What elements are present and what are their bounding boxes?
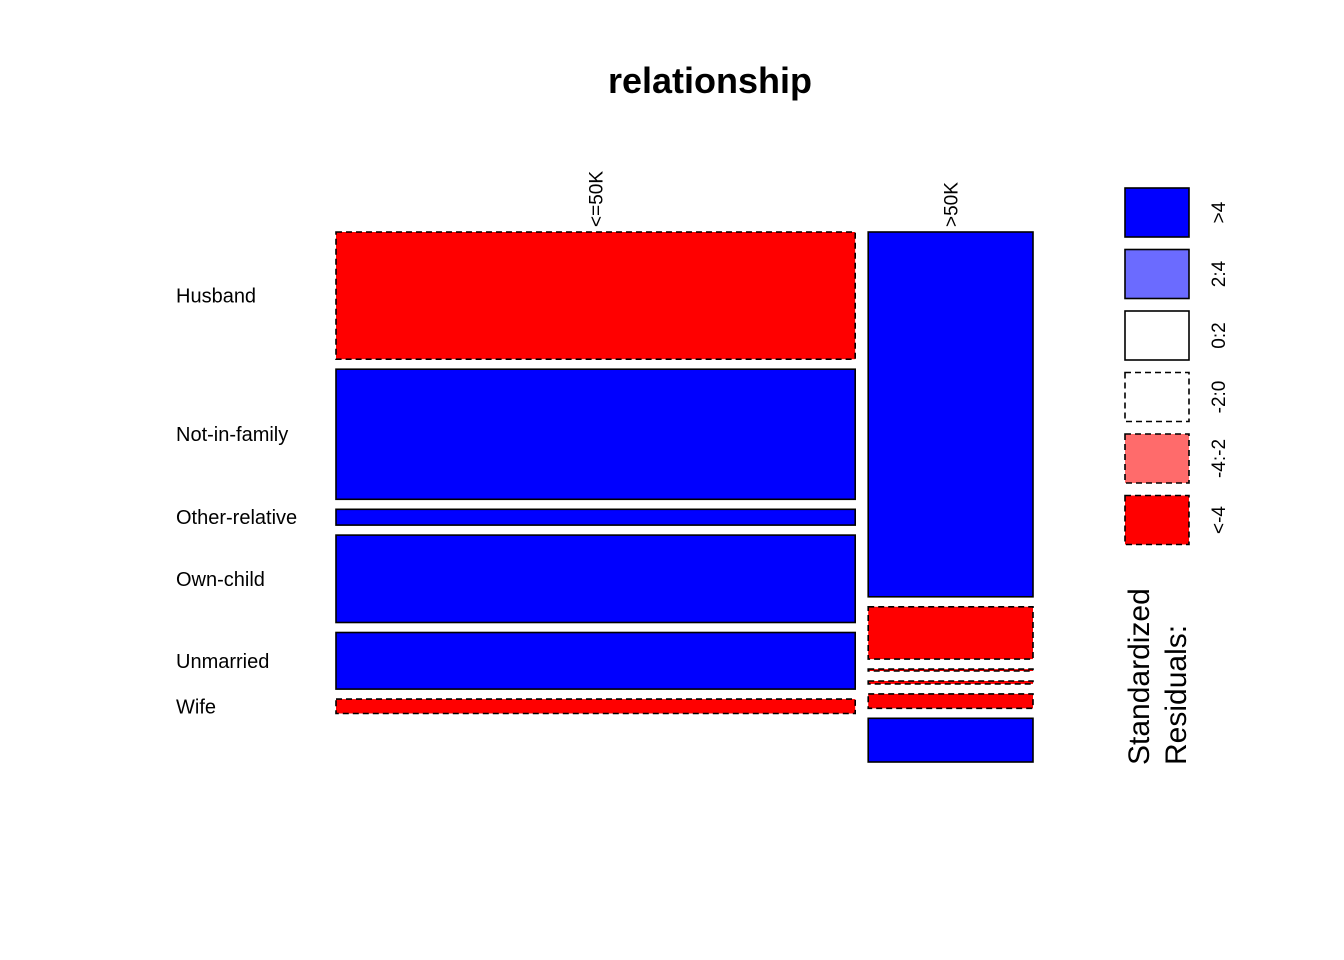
tile-50k-not-in-family [335, 368, 857, 501]
chart-title: relationship [608, 60, 812, 101]
row-label-wife: Wife [176, 696, 216, 718]
legend-label-3: 0:2 [1209, 322, 1230, 348]
column-labels: <=50K >50K [587, 171, 963, 227]
row-label-own-child: Own-child [176, 569, 265, 591]
tile-50k-wife [867, 717, 1034, 763]
row-label-not-in-family: Not-in-family [176, 424, 288, 446]
legend-swatch-4 [1124, 371, 1190, 423]
column-label-50k: >50K [942, 182, 963, 227]
tile-50k-unmarried [867, 693, 1034, 710]
tile-50k-not-in-family [867, 605, 1034, 660]
legend-label-1: >4 [1209, 201, 1230, 223]
legend: >4 2:4 0:2 -2:0 -4:-2 <-4 [1124, 187, 1230, 546]
legend-swatch-3 [1124, 310, 1190, 361]
legend-title-line-1: Standardized [1123, 588, 1156, 765]
legend-label-4: -2:0 [1209, 381, 1230, 414]
column-label-50k: <=50K [587, 171, 608, 227]
row-label-husband: Husband [176, 286, 256, 308]
tile-50k-husband [335, 231, 857, 360]
tile-50k-husband [867, 231, 1034, 598]
tile-50k-own-child [335, 534, 857, 624]
mosaic-tiles [335, 231, 1034, 763]
row-labels: Husband Not-in-family Other-relative Own-ch… [176, 286, 297, 719]
legend-swatch-5 [1124, 433, 1190, 484]
row-label-unmarried: Unmarried [176, 651, 269, 673]
legend-title-line-2: Residuals: [1160, 625, 1193, 765]
tile-50k-other-relative [335, 508, 857, 526]
tile-50k-unmarried [335, 631, 857, 690]
legend-label-6: <-4 [1209, 506, 1230, 534]
tile-50k-own-child [867, 680, 1034, 685]
tile-50k-wife [335, 698, 857, 715]
tile-50k-other-relative [867, 668, 1034, 672]
legend-label-2: 2:4 [1209, 260, 1230, 287]
legend-swatch-6 [1124, 494, 1190, 546]
legend-label-5: -4:-2 [1209, 439, 1230, 478]
legend-swatch-1 [1124, 187, 1190, 238]
legend-swatch-2 [1124, 248, 1190, 300]
row-label-other-relative: Other-relative [176, 507, 297, 529]
